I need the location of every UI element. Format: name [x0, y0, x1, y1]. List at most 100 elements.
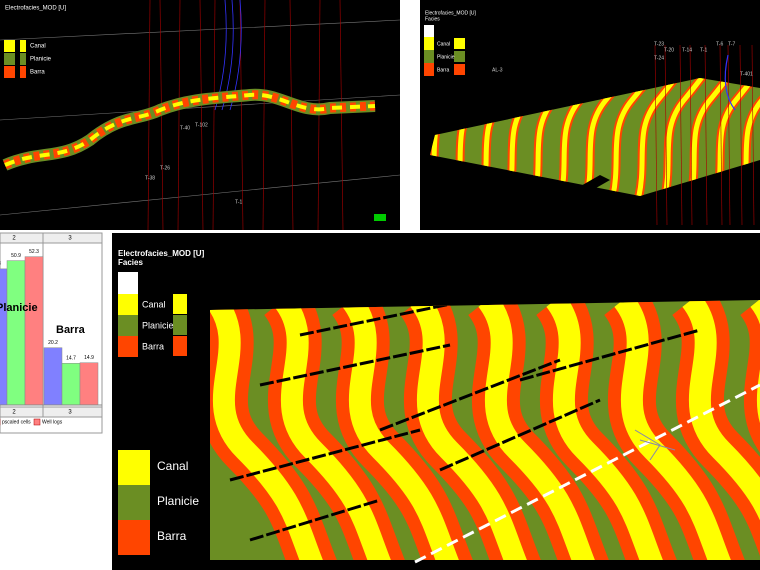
- bar: [0, 268, 8, 406]
- facies-band: [681, 300, 760, 560]
- fault-streak: [249, 498, 381, 542]
- stripes: [210, 300, 760, 560]
- well-line: [654, 44, 658, 226]
- legend-swatch: [173, 315, 187, 335]
- well-line: [239, 0, 244, 230]
- legend-swatch: [118, 294, 138, 315]
- legend-swatch: [118, 272, 138, 294]
- big-legend-swatch: [118, 520, 150, 555]
- legend-swatch: [4, 66, 15, 78]
- legend-swatch: [118, 336, 138, 357]
- legend-swatch: [454, 38, 465, 49]
- facies-band: [609, 78, 674, 196]
- legend-label: Barra: [142, 341, 164, 351]
- legend-swatch: [424, 63, 434, 76]
- well-label: T-40: [180, 125, 190, 131]
- axis-icon: [374, 214, 386, 221]
- legend-swatch: [424, 50, 434, 63]
- panel-subtitle: Facies: [118, 258, 143, 267]
- legend-label: Barra: [30, 70, 45, 76]
- panel-title: Electrofacies_MOD [U]: [5, 6, 66, 12]
- header-label: 2: [12, 236, 16, 242]
- well-label: T-20: [664, 47, 674, 53]
- legend-swatch: [173, 294, 187, 314]
- well-label: T-23: [654, 41, 664, 47]
- legend-label: Canal: [142, 299, 166, 309]
- well-label: T-102: [195, 122, 208, 128]
- fault-streak: [229, 428, 421, 482]
- well-label: T-24: [654, 55, 664, 61]
- well-line: [177, 0, 181, 230]
- fault-streak: [439, 398, 601, 472]
- legend-swatch: [454, 51, 465, 62]
- well-label: T-38: [145, 175, 155, 181]
- well-line: [689, 44, 693, 226]
- bar: [61, 363, 81, 406]
- legend-swatch: [118, 315, 138, 336]
- guide-line: [0, 19, 400, 41]
- facies-band: [687, 78, 752, 196]
- header-label: 3: [68, 236, 72, 242]
- guide-line: [0, 174, 400, 216]
- bar: [6, 260, 26, 406]
- legend-label: Planicie: [142, 320, 174, 330]
- facies-band: [273, 300, 394, 560]
- well-line: [339, 0, 344, 230]
- legend-swatch: [4, 40, 15, 52]
- well-line: [289, 0, 294, 230]
- legend-label: Canal: [437, 41, 450, 47]
- facies-band: [583, 78, 648, 196]
- well-line: [719, 44, 723, 226]
- fault: [565, 175, 610, 200]
- legend-label: Planicie: [437, 54, 455, 60]
- footer-label: 2: [12, 410, 16, 416]
- legend-swatch: [20, 40, 26, 52]
- panel-title: Electrofacies_MOD [U]: [118, 249, 205, 258]
- well-label: T-1: [700, 47, 707, 53]
- footer-label: 3: [68, 410, 72, 416]
- bar-value-label: 50.9: [11, 253, 21, 259]
- well-line: [751, 44, 755, 226]
- well-path: [724, 54, 736, 111]
- bar: [24, 256, 44, 406]
- well-label: T-7: [728, 41, 735, 47]
- fault-streak: [259, 343, 451, 387]
- category-label: Barra: [56, 324, 86, 336]
- well-line: [664, 44, 668, 226]
- facies-band: [635, 78, 700, 196]
- well-label: T-26: [160, 165, 170, 171]
- well-line: [212, 0, 216, 230]
- panel-1: [0, 0, 400, 230]
- panel-subtitle: Facies: [425, 16, 440, 22]
- legend-swatch: [33, 418, 41, 426]
- well-label: T-6: [716, 41, 723, 47]
- well-line: [727, 44, 731, 226]
- well-line: [262, 0, 266, 230]
- bar-value-label: 14.9: [84, 355, 94, 361]
- section-line: [414, 383, 760, 564]
- panel-title: Electrofacies_MOD [U]: [425, 10, 476, 16]
- channel-body: [4, 92, 376, 167]
- big-legend-label: Barra: [157, 529, 187, 543]
- big-legend-label: Canal: [157, 459, 188, 473]
- legend-swatch: [424, 25, 434, 37]
- legend-swatch: [454, 64, 465, 75]
- well-label: AL-3: [492, 67, 503, 73]
- well-label: T-1: [235, 199, 242, 205]
- legend-label: pscaled cells: [2, 419, 31, 425]
- legend-label: Canal: [30, 44, 46, 50]
- bar-value-label: 48: [0, 261, 1, 267]
- facies-band: [613, 300, 734, 560]
- facies-band: [409, 300, 530, 560]
- fault-streak: [379, 358, 561, 432]
- footer-row: [0, 406, 102, 418]
- fault-streak: [519, 328, 701, 382]
- facies-band: [713, 78, 760, 196]
- well-path: [634, 429, 676, 461]
- legend-swatch: [173, 336, 187, 356]
- category-label: Planicie: [0, 302, 38, 314]
- big-legend-swatch: [118, 450, 150, 485]
- facies-band: [341, 300, 462, 560]
- bar-value-label: 20.2: [48, 340, 58, 346]
- legend-swatch: [424, 37, 434, 50]
